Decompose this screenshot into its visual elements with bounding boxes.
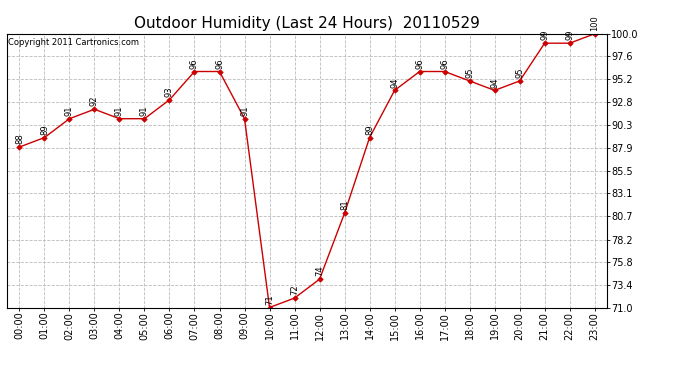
Text: Copyright 2011 Cartronics.com: Copyright 2011 Cartronics.com: [8, 38, 139, 47]
Text: 88: 88: [15, 134, 24, 144]
Text: 89: 89: [40, 124, 49, 135]
Text: 94: 94: [390, 77, 399, 88]
Title: Outdoor Humidity (Last 24 Hours)  20110529: Outdoor Humidity (Last 24 Hours) 2011052…: [134, 16, 480, 31]
Text: 81: 81: [340, 200, 349, 210]
Text: 99: 99: [565, 30, 574, 40]
Text: 91: 91: [115, 105, 124, 116]
Text: 91: 91: [140, 105, 149, 116]
Text: 100: 100: [590, 15, 599, 31]
Text: 99: 99: [540, 30, 549, 40]
Text: 74: 74: [315, 266, 324, 276]
Text: 96: 96: [440, 58, 449, 69]
Text: 91: 91: [240, 105, 249, 116]
Text: 71: 71: [265, 294, 274, 305]
Text: 96: 96: [215, 58, 224, 69]
Text: 95: 95: [465, 68, 474, 78]
Text: 94: 94: [490, 77, 499, 88]
Text: 89: 89: [365, 124, 374, 135]
Text: 93: 93: [165, 86, 174, 97]
Text: 72: 72: [290, 285, 299, 295]
Text: 95: 95: [515, 68, 524, 78]
Text: 92: 92: [90, 96, 99, 106]
Text: 91: 91: [65, 105, 74, 116]
Text: 96: 96: [415, 58, 424, 69]
Text: 96: 96: [190, 58, 199, 69]
